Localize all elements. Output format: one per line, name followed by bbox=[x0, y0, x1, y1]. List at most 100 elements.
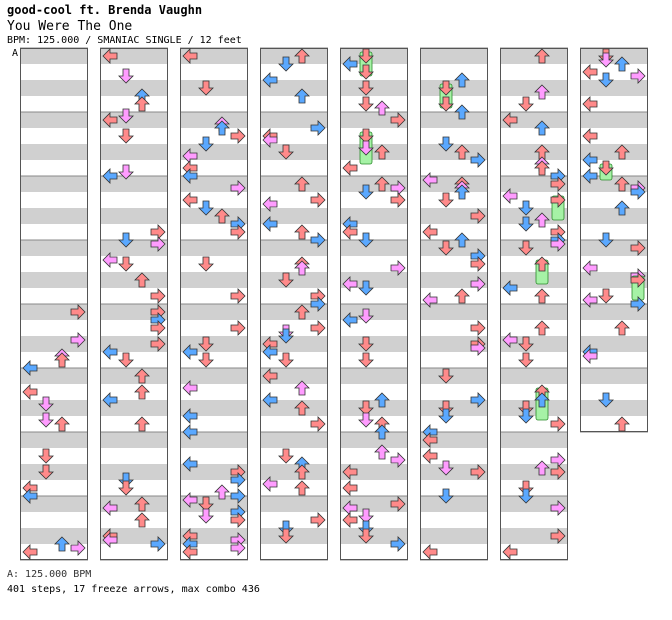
right-arrow-eighth bbox=[310, 120, 326, 136]
up-arrow-eighth bbox=[614, 56, 630, 72]
left-arrow-eighth bbox=[102, 344, 118, 360]
left-arrow-eighth bbox=[342, 312, 358, 328]
left-arrow-sixteenth bbox=[102, 500, 118, 516]
up-arrow-quarter bbox=[534, 256, 550, 272]
beat-stripe bbox=[180, 400, 248, 416]
up-arrow-quarter bbox=[614, 144, 630, 160]
beat-stripe bbox=[580, 336, 648, 352]
up-arrow-quarter bbox=[294, 176, 310, 192]
up-arrow-quarter bbox=[294, 480, 310, 496]
down-arrow-quarter bbox=[438, 240, 454, 256]
up-arrow-eighth bbox=[454, 72, 470, 88]
beat-stripe bbox=[20, 272, 88, 288]
left-arrow-quarter bbox=[22, 544, 38, 560]
down-arrow-quarter bbox=[278, 528, 294, 544]
down-arrow-quarter bbox=[118, 480, 134, 496]
left-arrow-quarter bbox=[422, 448, 438, 464]
left-arrow-quarter bbox=[422, 432, 438, 448]
right-arrow-quarter bbox=[630, 240, 646, 256]
down-arrow-quarter bbox=[358, 400, 374, 416]
chart-column bbox=[500, 47, 568, 561]
left-arrow-sixteenth bbox=[422, 172, 438, 188]
down-arrow-quarter bbox=[358, 80, 374, 96]
beat-stripe bbox=[340, 48, 408, 64]
right-arrow-eighth bbox=[470, 152, 486, 168]
down-arrow-quarter bbox=[438, 192, 454, 208]
down-arrow-quarter bbox=[358, 64, 374, 80]
left-arrow-quarter bbox=[102, 112, 118, 128]
up-arrow-quarter bbox=[54, 352, 70, 368]
up-arrow-eighth bbox=[54, 536, 70, 552]
up-arrow-eighth bbox=[454, 184, 470, 200]
right-arrow-eighth bbox=[310, 232, 326, 248]
bpm-summary: A: 125.000 BPM bbox=[7, 569, 92, 580]
right-arrow-sixteenth bbox=[550, 236, 566, 252]
left-arrow-quarter bbox=[342, 464, 358, 480]
left-arrow-sixteenth bbox=[262, 476, 278, 492]
beat-stripe bbox=[180, 240, 248, 256]
beat-stripe bbox=[180, 48, 248, 64]
left-arrow-quarter bbox=[502, 544, 518, 560]
chart-column bbox=[340, 47, 408, 561]
left-arrow-sixteenth bbox=[262, 196, 278, 212]
right-arrow-quarter bbox=[550, 528, 566, 544]
up-arrow-quarter bbox=[614, 176, 630, 192]
down-arrow-quarter bbox=[278, 272, 294, 288]
beat-stripe bbox=[420, 80, 488, 96]
beat-stripe bbox=[340, 80, 408, 96]
beat-stripe bbox=[180, 432, 248, 448]
left-arrow-sixteenth bbox=[102, 532, 118, 548]
right-arrow-quarter bbox=[150, 288, 166, 304]
left-arrow-sixteenth bbox=[582, 260, 598, 276]
beat-stripe bbox=[580, 80, 648, 96]
down-arrow-eighth bbox=[358, 280, 374, 296]
down-arrow-eighth bbox=[278, 520, 294, 536]
beat-stripe bbox=[580, 144, 648, 160]
beat-stripe bbox=[500, 304, 568, 320]
down-arrow-quarter bbox=[438, 400, 454, 416]
up-arrow-quarter bbox=[374, 144, 390, 160]
left-arrow-sixteenth bbox=[182, 380, 198, 396]
right-arrow-sixteenth bbox=[470, 340, 486, 356]
down-arrow-quarter bbox=[278, 352, 294, 368]
down-arrow-sixteenth bbox=[118, 68, 134, 84]
column-border bbox=[500, 48, 568, 560]
beat-stripe bbox=[420, 400, 488, 416]
left-arrow-eighth bbox=[22, 360, 38, 376]
right-arrow-quarter bbox=[230, 320, 246, 336]
beat-stripe bbox=[420, 208, 488, 224]
beat-stripe bbox=[340, 336, 408, 352]
up-arrow-sixteenth bbox=[374, 100, 390, 116]
up-arrow-quarter bbox=[374, 176, 390, 192]
down-arrow-eighth bbox=[598, 392, 614, 408]
beat-stripe bbox=[20, 304, 88, 320]
column-border bbox=[260, 48, 328, 560]
left-arrow-quarter bbox=[582, 64, 598, 80]
left-arrow-quarter bbox=[22, 384, 38, 400]
chart-column bbox=[20, 47, 88, 561]
down-arrow-quarter bbox=[198, 352, 214, 368]
up-arrow-quarter bbox=[534, 160, 550, 176]
down-arrow-quarter bbox=[38, 464, 54, 480]
down-arrow-quarter bbox=[438, 368, 454, 384]
up-arrow-quarter bbox=[294, 224, 310, 240]
left-arrow-quarter bbox=[342, 160, 358, 176]
down-arrow-eighth bbox=[598, 232, 614, 248]
right-arrow-quarter bbox=[550, 416, 566, 432]
down-arrow-sixteenth bbox=[198, 508, 214, 524]
right-arrow-quarter bbox=[230, 512, 246, 528]
left-arrow-eighth bbox=[262, 72, 278, 88]
beat-stripe bbox=[180, 80, 248, 96]
down-arrow-eighth bbox=[278, 56, 294, 72]
beat-stripe bbox=[500, 432, 568, 448]
beat-stripe bbox=[420, 48, 488, 64]
beat-stripe bbox=[500, 208, 568, 224]
right-arrow-sixteenth bbox=[150, 236, 166, 252]
beat-stripe bbox=[20, 368, 88, 384]
left-arrow-eighth bbox=[262, 216, 278, 232]
beat-stripe bbox=[500, 368, 568, 384]
beat-stripe bbox=[100, 144, 168, 160]
beat-stripe bbox=[260, 240, 328, 256]
beat-stripe bbox=[100, 208, 168, 224]
down-arrow-eighth bbox=[518, 408, 534, 424]
